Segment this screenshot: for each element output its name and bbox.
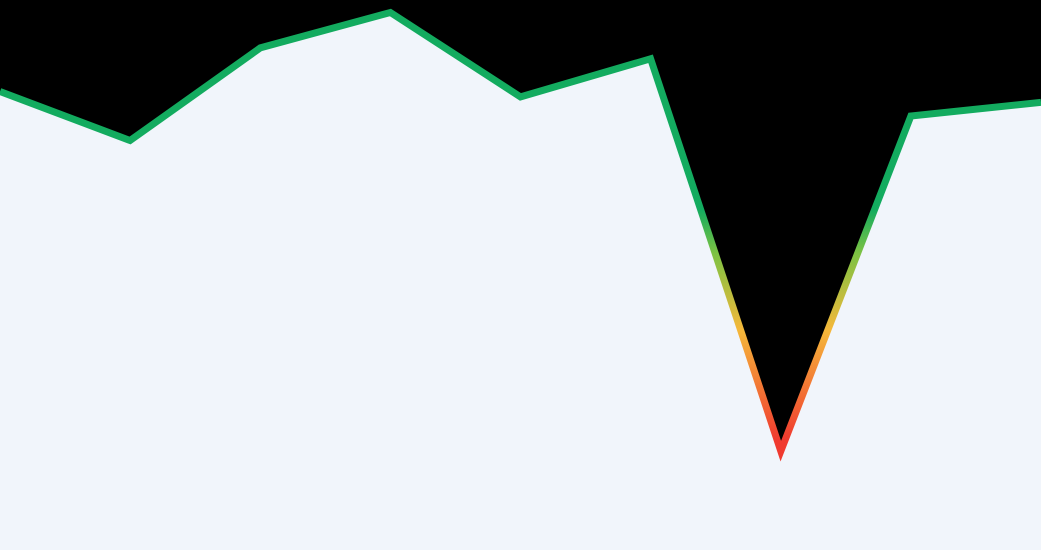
series-line xyxy=(0,8,1041,462)
area-fill xyxy=(0,12,1041,550)
